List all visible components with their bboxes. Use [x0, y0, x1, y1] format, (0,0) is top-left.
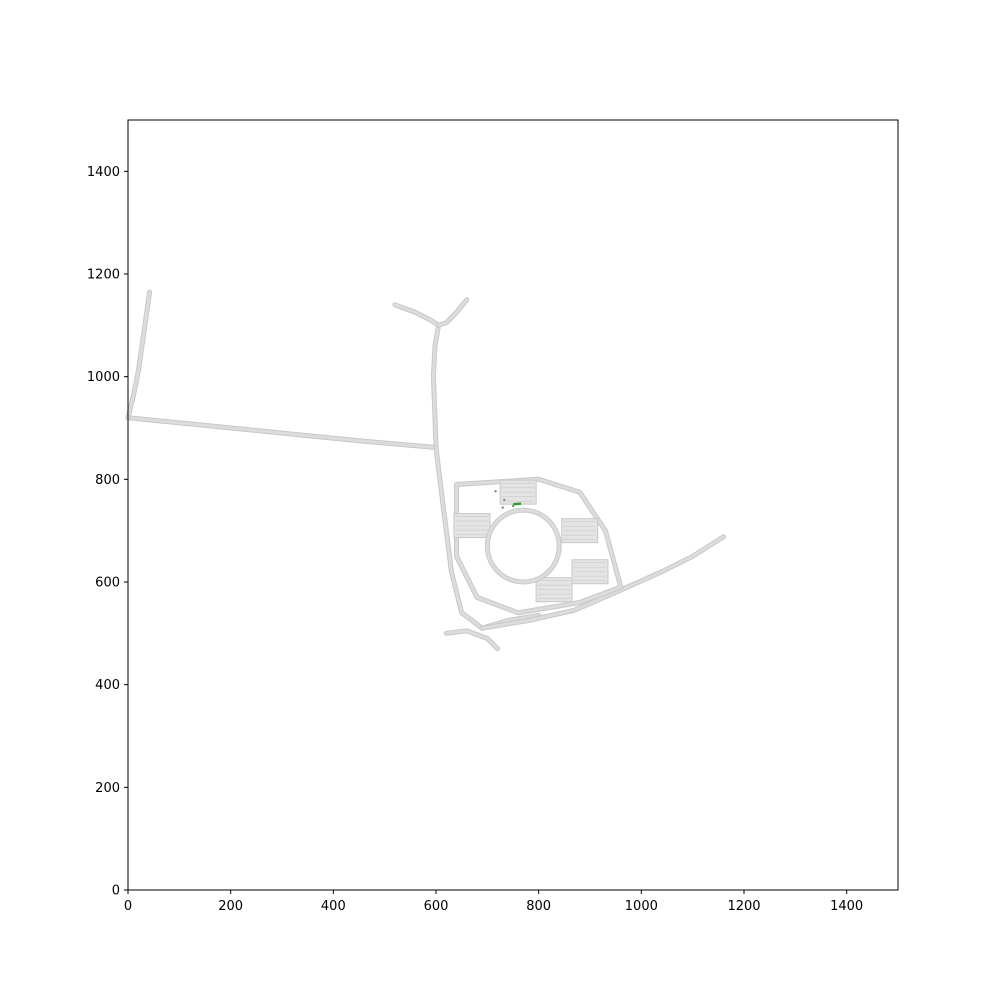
y-tick-label: 200 — [95, 781, 120, 796]
x-tick-label: 200 — [218, 899, 243, 914]
y-tick-label: 600 — [95, 576, 120, 591]
y-tick-label: 0 — [112, 884, 120, 899]
road-campus-ring-outer — [455, 477, 623, 615]
x-tick-label: 800 — [526, 899, 551, 914]
x-tick-label: 400 — [321, 899, 346, 914]
plot-frame — [127, 119, 899, 891]
road-west-road-north-branch — [126, 290, 152, 420]
y-tick-label: 1400 — [87, 165, 120, 180]
road-southeast-road — [480, 535, 725, 630]
x-axis: 0 200 400 600 800 1000 1200 1400 — [124, 890, 863, 914]
object-marker — [494, 489, 497, 493]
road-west-road — [126, 416, 438, 449]
y-tick-label: 1200 — [87, 268, 120, 283]
x-tick-label: 1400 — [830, 899, 863, 914]
campus-circle-road — [485, 508, 561, 584]
y-tick-label: 800 — [95, 473, 120, 488]
x-tick-label: 1000 — [625, 899, 658, 914]
agent-ego-vehicle — [513, 502, 522, 506]
x-tick-label: 0 — [124, 899, 132, 914]
road-main-north-south-road — [431, 323, 441, 449]
y-axis: 0 200 400 600 800 1000 1200 1400 — [87, 165, 128, 899]
road-main-road-south — [434, 446, 484, 630]
road-north-roundabout-east — [437, 298, 469, 327]
map-layer — [125, 289, 726, 652]
object-marker — [503, 498, 506, 502]
y-tick-label: 400 — [95, 678, 120, 693]
x-tick-label: 1200 — [727, 899, 760, 914]
x-tick-label: 600 — [424, 899, 449, 914]
object-marker — [501, 506, 504, 509]
y-tick-label: 1000 — [87, 370, 120, 385]
road-south-roundabout-arm — [444, 629, 500, 651]
road-north-roundabout-west — [393, 303, 441, 327]
